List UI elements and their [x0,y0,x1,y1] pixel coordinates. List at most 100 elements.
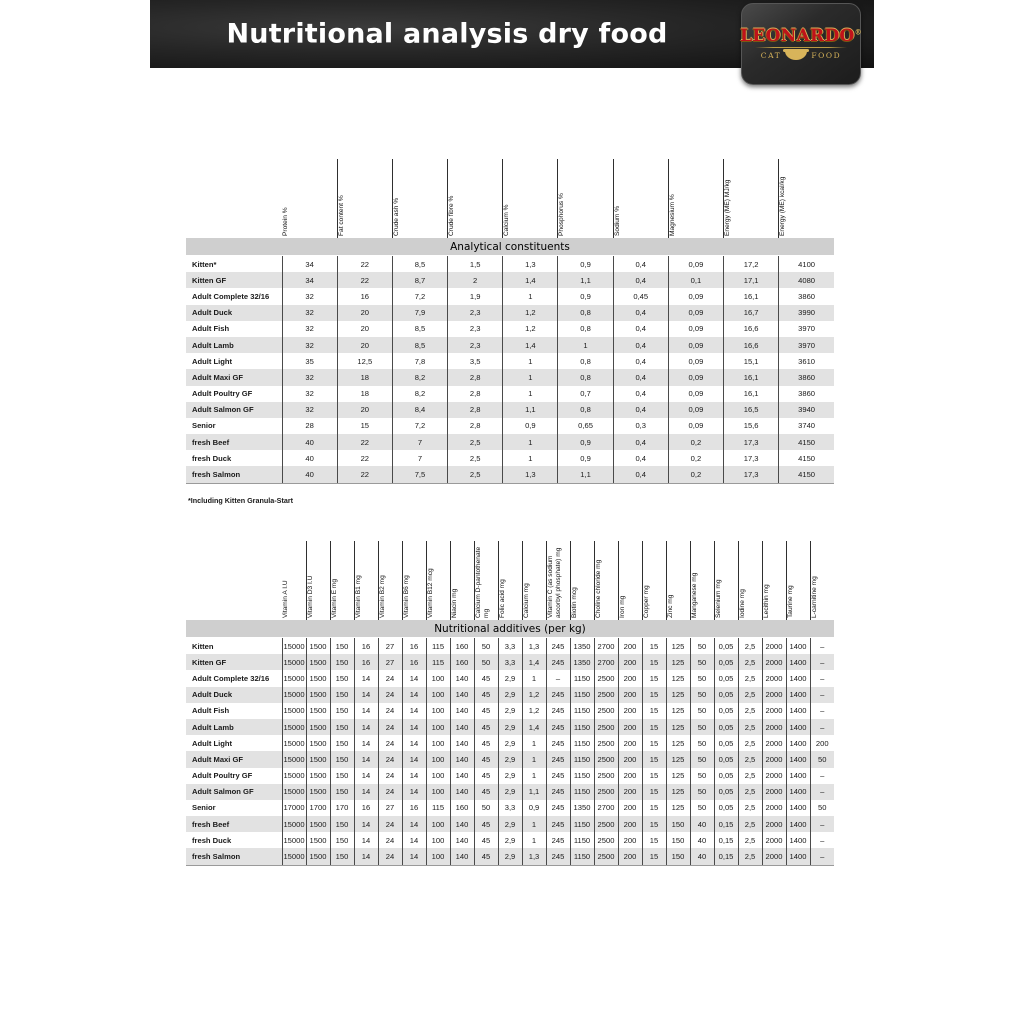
table-cell: 15000 [282,702,307,719]
table-cell: 45 [474,767,499,784]
table-cell: 125 [666,799,691,817]
table-cell: 1500 [306,686,331,703]
leonardo-logo: LEONARDO® CAT FOOD [740,3,862,85]
additives-column-header: Vitamin D3 I.U [306,541,331,620]
table-cell: 15 [642,686,667,703]
table-cell: 1,1 [557,272,614,289]
table-cell: 115 [426,637,451,655]
table-cell: 34 [282,272,338,289]
table-cell: 14 [354,702,379,719]
table-cell: 0,4 [613,369,669,386]
additives-header-corner [186,541,282,620]
table-cell: 22 [337,450,393,467]
table-cell: 32 [282,288,338,305]
table-cell: 3740 [798,421,816,431]
table-cell: 1,4 [502,272,559,289]
table-cell: 1500 [306,751,331,768]
table-cell: 2,9 [498,767,523,784]
table-cell: 4150 [798,453,816,463]
table-cell: 2,3 [447,304,504,321]
table-cell: 1 [522,670,547,687]
table-cell: 1 [502,288,559,305]
table-cell: 125 [666,718,691,736]
table-cell: 140 [450,670,475,687]
analytical-column-header: Sodium % [613,159,669,238]
table-cell: 2,5 [447,434,504,451]
table-cell: 1400 [786,799,811,817]
table-cell: 2,9 [498,848,523,866]
analytical-column-header: Crude fibre % [447,159,504,238]
table-cell: 0,05 [714,767,739,784]
table-cell: 170 [330,799,355,817]
additives-header-row: Vitamin A I.U Vitamin D3 I.U Vitamin E mg V… [186,541,834,620]
row-label: Adult Duck [186,686,283,703]
table-cell: 15000 [282,718,307,736]
additives-column-header-label: Iron mg [618,595,626,618]
logo-divider-rule [755,47,847,48]
table-cell: 2,5 [738,783,763,800]
table-cell: 140 [450,848,475,866]
table-cell: 200 [618,832,643,849]
table-cell: 1,2 [522,686,547,703]
table-cell: 50 [474,637,499,655]
nutritional-additives-table: Vitamin A I.U Vitamin D3 I.U Vitamin E mg V… [186,541,834,866]
table-cell: 2,9 [498,816,523,833]
table-cell: 7,8 [392,353,449,370]
additives-column-header-label: Biotin mcg [570,587,578,618]
table-cell: 2500 [594,686,619,703]
table-cell: 200 [618,702,643,719]
additives-column-header: Zinc mg [666,541,691,620]
table-cell: 245 [546,783,571,800]
table-cell: 115 [426,654,451,671]
table-cell: 1500 [306,702,331,719]
table-cell: 2,5 [738,670,763,687]
table-cell: 16,7 [723,304,780,321]
table-cell: 0,09 [668,336,725,354]
table-cell: 2,5 [738,848,763,866]
table-cell: 2,8 [447,401,504,418]
table-cell: 2500 [594,832,619,849]
table-cell: 150 [330,816,355,833]
table-cell: 50 [474,799,499,817]
analytical-column-header: Crude ash % [392,159,449,238]
table-cell: 100 [426,670,451,687]
table-cell: 50 [474,654,499,671]
additives-column-header: Folic acid mg [498,541,523,620]
table-cell: 16,1 [723,385,780,402]
table-cell: – [820,673,825,683]
table-cell: 18 [337,369,393,386]
table-cell: 2000 [762,670,787,687]
additives-column-header-label: Copper mg [642,585,650,618]
table-cell: 50 [690,735,715,752]
row-label: Kitten GF [186,272,283,289]
additives-column-header: Niacin mg [450,541,475,620]
row-label: fresh Beef [186,816,283,833]
table-cell: 245 [546,686,571,703]
table-cell: 200 [618,751,643,768]
table-cell: 0,09 [668,369,725,386]
table-cell: 2,3 [447,336,504,354]
table-cell: 2,9 [498,670,523,687]
table-cell: 200 [618,816,643,833]
table-cell: 0,09 [668,353,725,370]
row-label: Adult Complete 32/16 [186,288,283,305]
table-cell: 140 [450,767,475,784]
table-cell: 140 [450,718,475,736]
table-cell: 2700 [594,799,619,817]
row-label: Adult Salmon GF [186,401,283,418]
table-cell: 2,5 [738,702,763,719]
table-cell: 4100 [798,259,816,269]
table-row: fresh Beef 15000 1500 150 14 24 14 100 140 45 2,9 1… [186,816,834,833]
table-cell: 0,9 [502,417,559,435]
table-cell: 15 [642,670,667,687]
table-cell: 160 [450,637,475,655]
table-cell: 1 [522,816,547,833]
table-cell: 45 [474,702,499,719]
analytical-table-body: Analytical constituents Kitten* 34 22 8,5 1,… [186,237,834,484]
table-cell: 0,09 [668,255,725,273]
table-cell: 1500 [306,767,331,784]
table-cell: 140 [450,735,475,752]
table-cell: – [810,718,834,736]
table-cell: 16 [337,288,393,305]
table-cell: 0,4 [613,304,669,321]
